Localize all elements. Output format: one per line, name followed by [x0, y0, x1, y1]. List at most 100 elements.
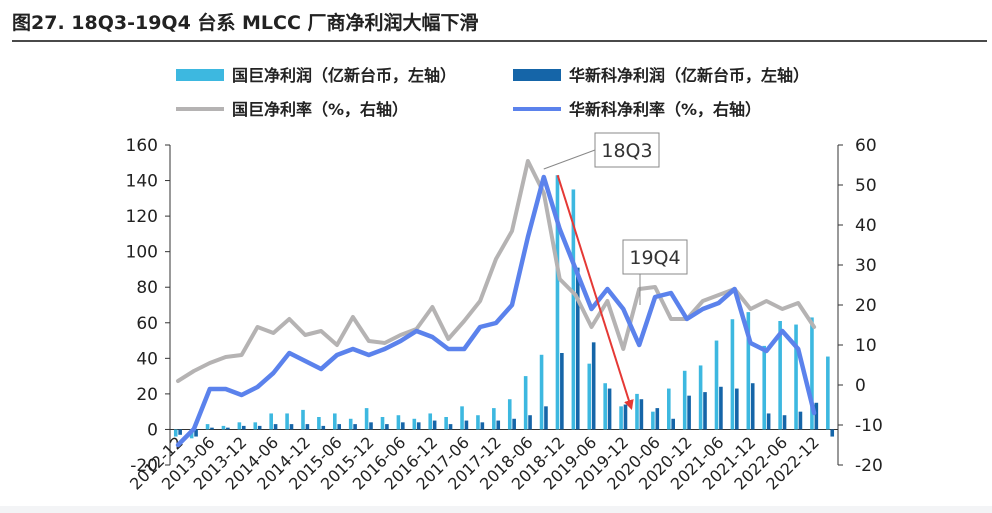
- bar-yageo-profit: [269, 413, 273, 430]
- bar-walsin-profit: [512, 418, 516, 430]
- bar-yageo-profit: [730, 319, 735, 430]
- y-left-tick-label: 0: [147, 420, 158, 440]
- bar-yageo-profit: [698, 365, 703, 430]
- bar-yageo-profit: [682, 370, 687, 430]
- bar-yageo-profit: [173, 429, 178, 437]
- y-left-tick-label: 40: [136, 349, 158, 369]
- title-divider: [12, 40, 987, 42]
- bottom-band: [0, 506, 992, 513]
- y-right-tick-label: 30: [855, 256, 877, 276]
- y-right-tick-label: 60: [855, 136, 877, 156]
- bar-yageo-profit: [205, 424, 210, 430]
- bar-walsin-profit: [416, 422, 421, 430]
- bar-walsin-profit: [257, 425, 262, 430]
- bar-yageo-profit: [364, 408, 369, 430]
- y-left-tick-label: 160: [126, 136, 158, 156]
- line-walsin-margin: [175, 174, 817, 448]
- bar-yageo-profit: [523, 376, 528, 430]
- bars-layer: [173, 175, 835, 439]
- title-bar: 图27. 18Q3-19Q4 台系 MLCC 厂商净利润大幅下滑: [0, 0, 992, 42]
- bar-yageo-profit: [651, 411, 655, 430]
- bar-walsin-profit: [337, 424, 341, 430]
- bar-yageo-profit: [507, 399, 512, 430]
- bar-walsin-profit: [735, 388, 739, 430]
- bar-walsin-profit: [496, 420, 501, 430]
- bar-walsin-profit: [480, 422, 485, 430]
- bar-walsin-profit: [321, 425, 326, 430]
- bar-yageo-profit: [492, 408, 496, 430]
- bar-walsin-profit: [575, 267, 580, 430]
- bar-walsin-profit: [671, 418, 675, 430]
- bar-walsin-profit: [353, 424, 357, 430]
- callout-19q4-label: 19Q4: [629, 247, 680, 269]
- bar-walsin-profit: [226, 427, 230, 430]
- legend-swatch-0: [176, 69, 224, 81]
- bar-yageo-profit: [571, 189, 576, 430]
- bar-walsin-profit: [241, 425, 246, 430]
- legend-label-2: 国巨净利率（%，右轴）: [232, 100, 408, 119]
- bar-walsin-profit: [210, 427, 214, 430]
- bar-yageo-profit: [635, 393, 639, 430]
- bar-yageo-profit: [333, 413, 337, 430]
- y-right-tick-label: 10: [855, 336, 877, 356]
- bar-yageo-profit: [380, 417, 385, 430]
- legend-label-0: 国巨净利润（亿新台币，左轴）: [232, 66, 456, 85]
- legend-label-1: 华新科净利润（亿新台币，左轴）: [569, 66, 809, 85]
- bar-yageo-profit: [762, 345, 767, 430]
- bar-walsin-profit: [655, 408, 660, 430]
- bar-walsin-profit: [782, 415, 787, 430]
- bar-yageo-profit: [317, 417, 321, 430]
- bar-yageo-profit: [778, 321, 782, 430]
- y-right-tick-label: 0: [855, 376, 866, 396]
- annotations-layer: 18Q3 19Q4: [543, 132, 688, 411]
- legend: 国巨净利润（亿新台币，左轴） 华新科净利润（亿新台币，左轴） 国巨净利率（%，右轴）…: [176, 66, 809, 119]
- bar-walsin-profit: [448, 424, 453, 430]
- bar-yageo-profit: [237, 422, 242, 430]
- bar-yageo-profit: [587, 363, 592, 430]
- callout-19q4-box: [622, 239, 688, 275]
- y-left-tick-label: 120: [126, 207, 158, 227]
- bar-yageo-profit: [221, 425, 226, 430]
- bar-walsin-profit: [814, 402, 819, 430]
- lines-layer: [175, 159, 817, 448]
- bar-walsin-profit: [401, 422, 405, 430]
- bar-walsin-profit: [289, 424, 294, 430]
- bar-walsin-profit: [432, 420, 437, 430]
- y-left-tick-label: 20: [136, 385, 158, 405]
- bar-walsin-profit: [560, 353, 564, 430]
- y-left-tick-label: 100: [126, 243, 158, 263]
- bar-walsin-profit: [305, 424, 310, 430]
- decline-arrow: [556, 174, 634, 411]
- bar-yageo-profit: [460, 406, 464, 430]
- y-right-tick-label: -20: [855, 456, 883, 476]
- bar-yageo-profit: [810, 317, 814, 430]
- bar-walsin-profit: [194, 429, 198, 437]
- y-right-tick-label: 20: [855, 296, 877, 316]
- bar-yageo-profit: [619, 406, 623, 430]
- y-left-tick-label: 60: [136, 314, 158, 334]
- bar-walsin-profit: [703, 392, 707, 430]
- bar-walsin-profit: [464, 420, 469, 430]
- bar-walsin-profit: [178, 429, 182, 435]
- callout-18q3-box: [594, 132, 660, 168]
- bar-yageo-profit: [476, 415, 480, 430]
- bar-yageo-profit: [428, 413, 433, 430]
- bar-walsin-profit: [830, 429, 835, 437]
- legend-swatch-1: [513, 69, 561, 81]
- bar-yageo-profit: [444, 417, 448, 430]
- bar-yageo-profit: [667, 388, 671, 430]
- bar-yageo-profit: [301, 409, 305, 430]
- bar-walsin-profit: [591, 342, 596, 430]
- bar-walsin-profit: [623, 404, 628, 430]
- legend-label-3: 华新科净利率（%，右轴）: [569, 100, 761, 119]
- y-right-tick-label: 50: [855, 176, 877, 196]
- bar-yageo-profit: [396, 415, 401, 430]
- line-yageo-margin: [176, 159, 817, 383]
- bar-yageo-profit: [603, 383, 607, 430]
- bar-yageo-profit: [539, 354, 544, 430]
- bar-yageo-profit: [826, 356, 830, 430]
- bar-yageo-profit: [285, 413, 289, 430]
- callout-18q3-leader: [543, 149, 596, 170]
- bar-walsin-profit: [798, 411, 803, 430]
